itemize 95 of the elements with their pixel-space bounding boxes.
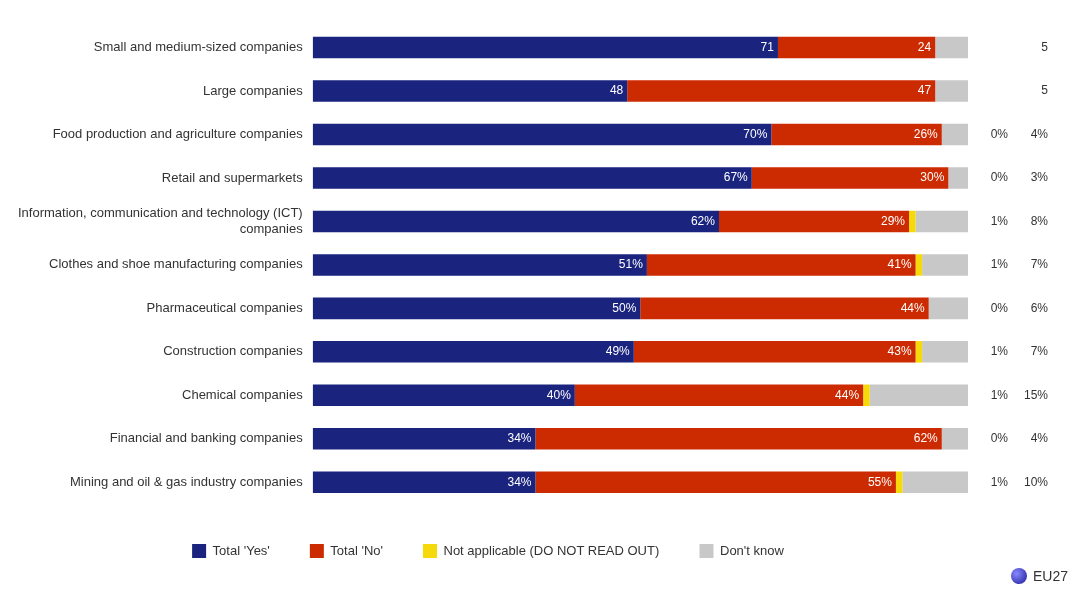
data-label: 1% (990, 257, 1009, 272)
data-label: 70% (743, 126, 768, 141)
y-tick-label: Chemical companies (182, 386, 304, 402)
legend-label: Don't know (719, 542, 785, 558)
data-label: 29% (880, 213, 906, 228)
data-label: 15% (1023, 387, 1049, 402)
bar (922, 341, 968, 363)
bar (902, 471, 968, 494)
data-label: 49% (605, 344, 631, 359)
data-label: 55% (867, 474, 893, 489)
bar (935, 36, 968, 59)
data-label: 48 (609, 83, 624, 98)
bar (312, 210, 719, 233)
data-label: 3% (1030, 170, 1049, 185)
bar (312, 36, 778, 59)
data-label: 24 (917, 39, 932, 54)
data-label: 62% (690, 213, 716, 228)
bar (312, 254, 647, 276)
bar (948, 167, 968, 189)
data-label: 40% (546, 387, 572, 402)
y-tick-label: Large companies (202, 82, 304, 98)
bar (646, 254, 916, 276)
y-tick-label: Food production and agriculture companies (52, 126, 304, 142)
data-label: 5 (1041, 39, 1049, 54)
legend-label: Not applicable (DO NOT READ OUT) (443, 542, 660, 558)
bar (909, 210, 916, 233)
data-label: 6% (1030, 300, 1049, 315)
data-label: 1% (990, 474, 1009, 489)
bar (627, 80, 936, 102)
data-label: 62% (913, 431, 939, 446)
bar (312, 80, 628, 102)
bar (312, 384, 575, 407)
bar (915, 341, 923, 363)
data-label: 34% (507, 474, 532, 489)
data-label: 71 (760, 39, 775, 54)
bar (574, 384, 864, 407)
data-label: 7% (1030, 257, 1049, 272)
data-label: 51% (618, 257, 644, 272)
bar (777, 36, 936, 59)
y-tick-label: Clothes and shoe manufacturing companies (49, 256, 304, 272)
bar (935, 80, 968, 102)
legend-label: Total 'No' (330, 542, 383, 558)
bar (751, 167, 949, 189)
bar (535, 471, 896, 494)
data-label: 0% (990, 170, 1009, 185)
data-label: 7% (1030, 344, 1049, 359)
text: EU27 (1032, 568, 1068, 584)
y-tick-label: Pharmaceutical companies (146, 299, 304, 315)
data-label: 10% (1023, 474, 1049, 489)
data-label: 1% (990, 213, 1009, 228)
bar (535, 428, 942, 450)
bar (640, 297, 929, 320)
data-label: 67% (723, 170, 749, 185)
legend-label: Total 'Yes' (212, 542, 270, 558)
y-tick-label: Retail and supermarkets (161, 169, 304, 185)
data-label: 0% (990, 300, 1009, 315)
bar (312, 167, 752, 189)
bar (941, 428, 968, 450)
y-tick-label: Mining and oil & gas industry companies (70, 473, 304, 489)
bar (312, 428, 536, 450)
bar (869, 384, 968, 407)
bar (863, 384, 870, 407)
bar (941, 123, 968, 146)
data-label: 44% (835, 387, 860, 402)
bar (312, 341, 634, 363)
data-label: 8% (1030, 213, 1049, 228)
bar (915, 254, 923, 276)
data-label: 34% (507, 431, 532, 446)
data-label: 26% (913, 126, 939, 141)
bar (922, 254, 968, 276)
data-label: 47 (917, 83, 932, 98)
data-label: 5 (1041, 83, 1049, 98)
bar (312, 123, 772, 146)
data-label: 41% (887, 257, 912, 272)
bar (312, 471, 536, 494)
data-label: 4% (1030, 126, 1049, 141)
data-label: 4% (1030, 431, 1049, 446)
data-label: 43% (887, 344, 912, 359)
y-tick-label: Construction companies (163, 343, 304, 359)
y-tick-label: Small and medium-sized companies (93, 39, 304, 55)
data-label: 0% (990, 126, 1009, 141)
y-tick-label: Financial and banking companies (109, 430, 304, 446)
bar (771, 123, 942, 146)
bar (633, 341, 916, 363)
data-label: 0% (990, 431, 1009, 446)
bar (718, 210, 910, 233)
data-label: 1% (990, 387, 1009, 402)
data-label: 1% (990, 344, 1009, 359)
data-label: 44% (900, 300, 925, 315)
bar (928, 297, 968, 320)
data-label: 30% (920, 170, 945, 185)
bar (915, 210, 968, 233)
y-tick-label: Information, communication and technology (ICT) companies (18, 205, 304, 236)
data-label: 50% (612, 300, 637, 315)
bar (312, 297, 641, 320)
